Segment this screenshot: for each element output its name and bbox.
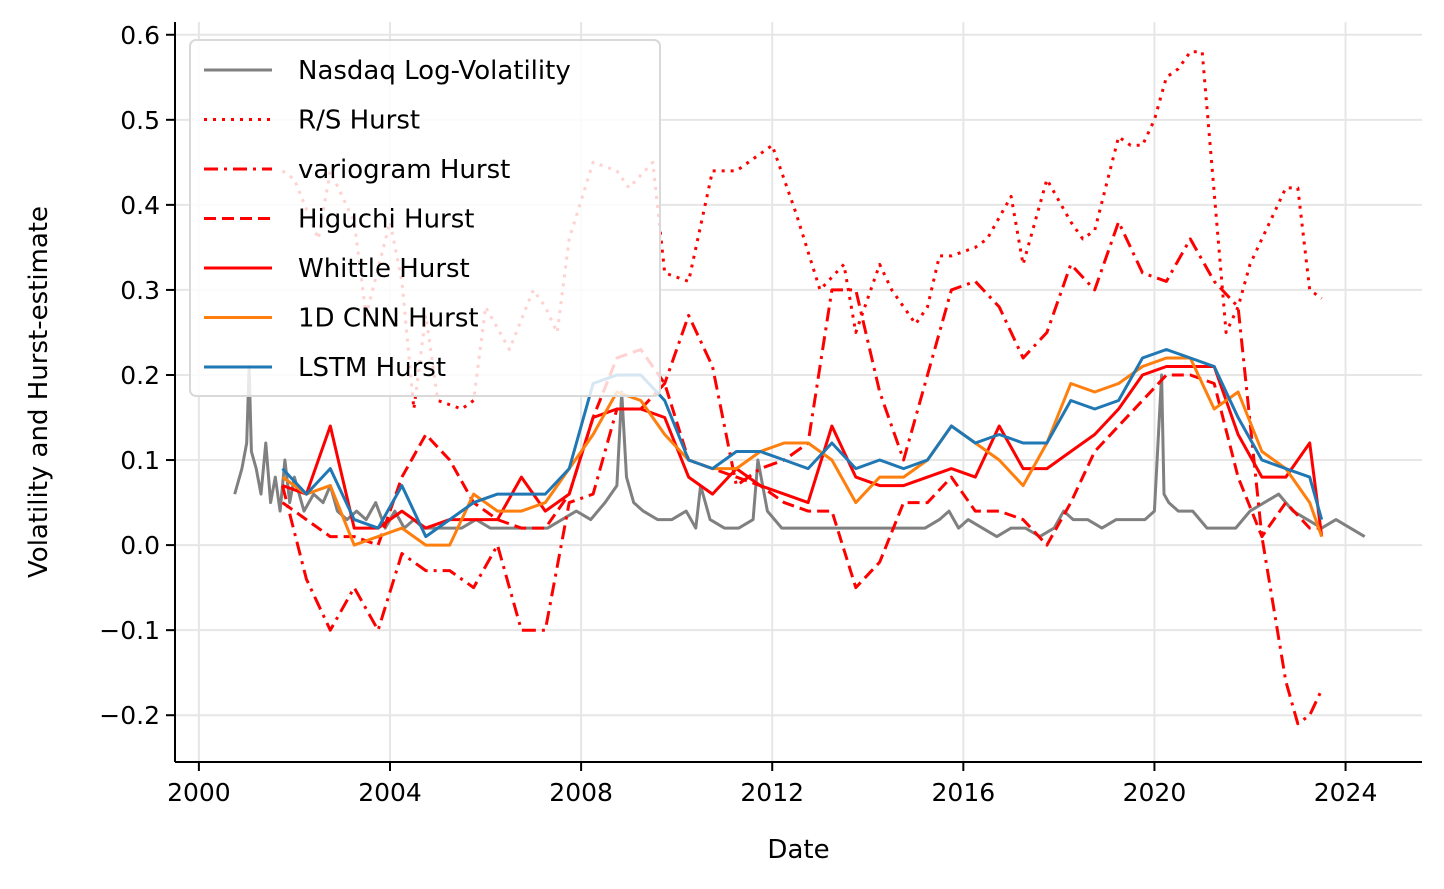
axis-ticks: 2000 2004 2008 2012 2016 2020 2024 −0.2 −0.1 0.0 0… bbox=[99, 21, 1377, 807]
y-axis-label: Volatility and Hurst-estimate bbox=[24, 206, 54, 578]
x-tick-label: 2004 bbox=[358, 778, 422, 807]
x-axis-label: Date bbox=[767, 835, 829, 865]
series-line-variogram-hurst bbox=[281, 220, 1324, 726]
series-lines bbox=[233, 50, 1366, 726]
y-tick-label: 0.1 bbox=[120, 446, 160, 475]
series-line-whittle-hurst bbox=[281, 365, 1324, 537]
series-line-r-s-hurst bbox=[281, 50, 1323, 411]
legend-box bbox=[189, 39, 661, 397]
legend: Nasdaq Log-Volatility R/S Hurst variogram … bbox=[189, 39, 661, 397]
legend-label-whittle-hurst: Whittle Hurst bbox=[298, 254, 470, 284]
y-tick-label: −0.2 bbox=[99, 701, 160, 730]
y-tick-label: 0.0 bbox=[120, 531, 160, 560]
x-tick-label: 2016 bbox=[932, 778, 996, 807]
x-tick-label: 2000 bbox=[167, 778, 231, 807]
series-line-1d-cnn-hurst bbox=[281, 356, 1324, 547]
x-tick-label: 2012 bbox=[740, 778, 804, 807]
legend-label-r-s-hurst: R/S Hurst bbox=[298, 106, 420, 136]
legend-label-lstm-hurst: LSTM Hurst bbox=[298, 353, 446, 383]
legend-label-higuchi-hurst: Higuchi Hurst bbox=[298, 205, 474, 235]
y-tick-label: 0.3 bbox=[120, 276, 160, 305]
legend-label-nasdaq-log-volatility: Nasdaq Log-Volatility bbox=[298, 56, 571, 86]
y-tick-label: 0.2 bbox=[120, 361, 160, 390]
y-tick-label: −0.1 bbox=[99, 616, 160, 645]
x-tick-label: 2024 bbox=[1314, 778, 1378, 807]
y-tick-label: 0.5 bbox=[120, 106, 160, 135]
series-line-higuchi-hurst bbox=[281, 348, 1322, 590]
legend-label-1d-cnn-hurst: 1D CNN Hurst bbox=[298, 304, 479, 334]
legend-label-variogram-hurst: variogram Hurst bbox=[298, 155, 510, 185]
axes bbox=[174, 22, 1422, 763]
x-tick-label: 2008 bbox=[549, 778, 613, 807]
x-tick-label: 2020 bbox=[1123, 778, 1187, 807]
y-tick-label: 0.6 bbox=[120, 21, 160, 50]
series-line-lstm-hurst bbox=[281, 348, 1324, 539]
y-tick-label: 0.4 bbox=[120, 191, 160, 220]
